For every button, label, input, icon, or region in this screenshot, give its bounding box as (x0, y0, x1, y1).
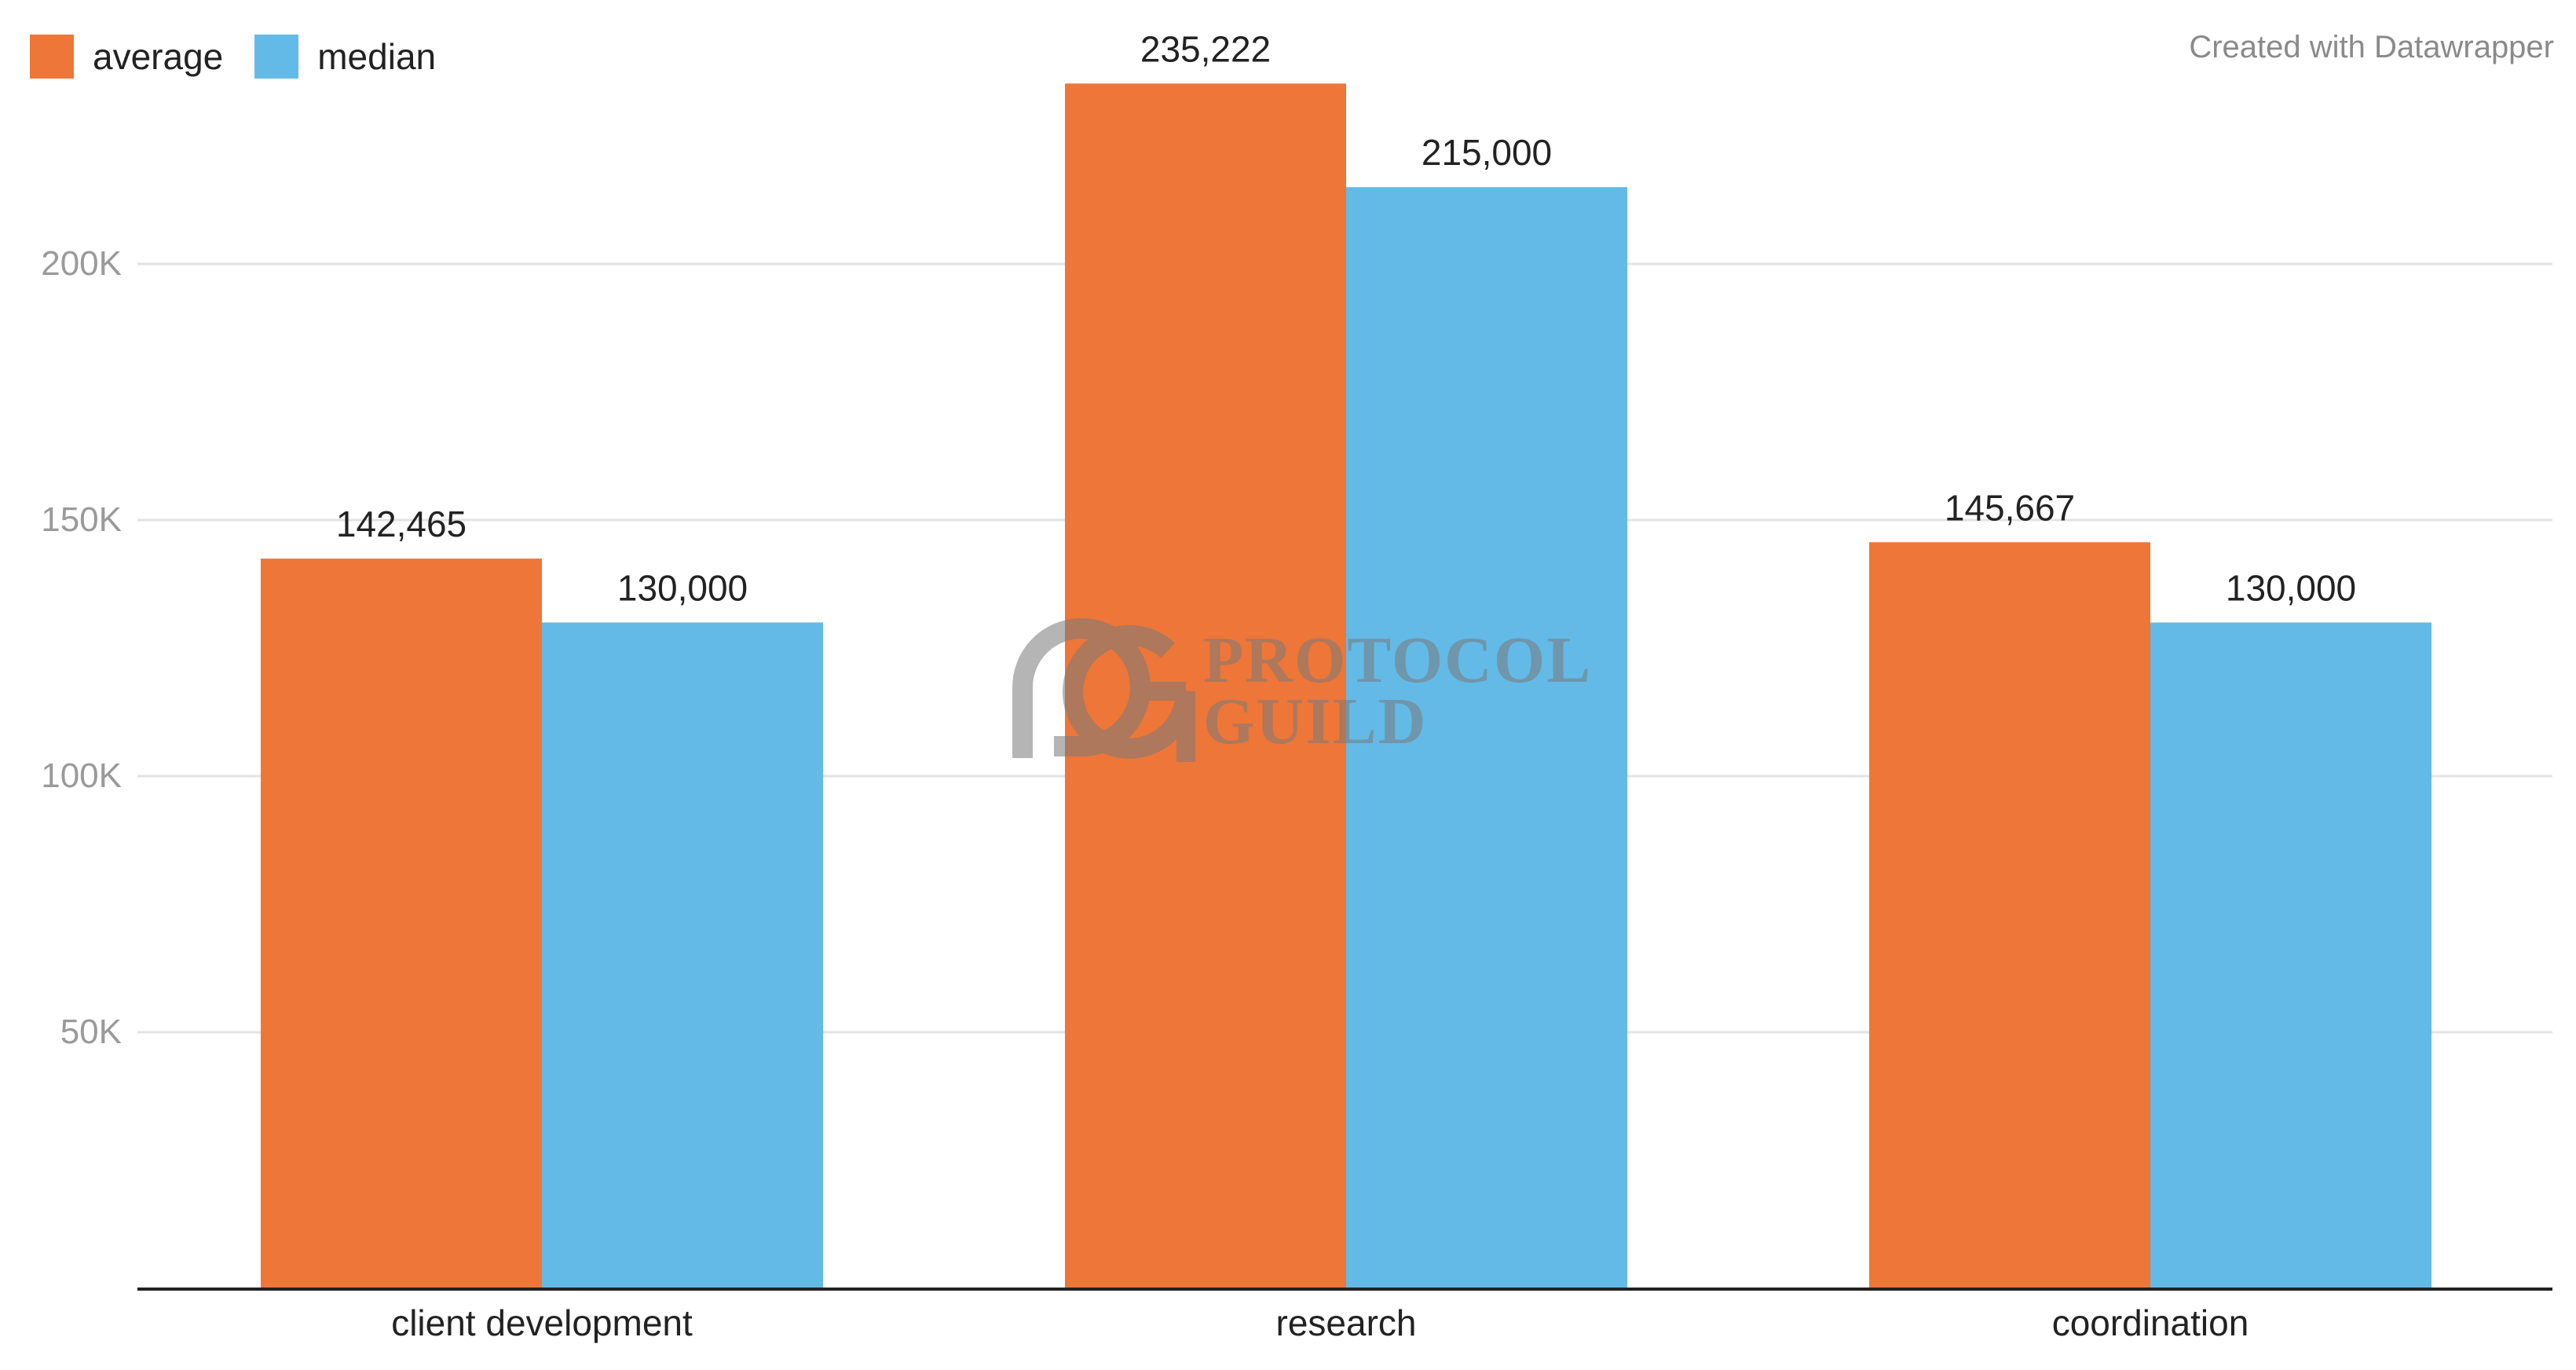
legend-swatch-median (254, 35, 299, 79)
bar-median (2150, 622, 2431, 1288)
legend-item-average: average (30, 35, 223, 79)
y-tick-label: 100K (41, 756, 122, 795)
y-tick-label: 150K (41, 500, 122, 539)
bar-value-label: 130,000 (617, 567, 748, 608)
protocol-guild-watermark: PROTOCOL GUILD (1007, 613, 1592, 770)
bar-value-label: 145,667 (1945, 487, 2075, 528)
bar-value-label: 130,000 (2226, 567, 2356, 608)
bar-average (1869, 542, 2150, 1288)
x-category-label: client development (391, 1302, 693, 1343)
x-category-label: research (1276, 1302, 1417, 1343)
legend-label-average: average (93, 36, 224, 77)
legend-swatch-average (30, 35, 74, 79)
legend: average median (30, 35, 467, 79)
legend-item-median: median (254, 35, 436, 79)
protocol-guild-logo-icon (1012, 618, 1195, 762)
bar-average (1065, 83, 1346, 1289)
bar-value-label: 142,465 (336, 504, 467, 544)
x-category-label: coordination (2052, 1302, 2249, 1343)
watermark-text-line1: PROTOCOL (1203, 624, 1593, 697)
y-tick-label: 50K (60, 1013, 122, 1051)
y-tick-label: 200K (41, 244, 122, 283)
bar-average (261, 559, 542, 1288)
bar-value-label: 235,222 (1140, 28, 1271, 69)
legend-label-median: median (317, 36, 437, 77)
bar-median (542, 622, 823, 1288)
bar-value-label: 215,000 (1422, 132, 1552, 173)
bar-median (1346, 187, 1627, 1289)
datawrapper-credit[interactable]: Created with Datawrapper (2189, 30, 2554, 64)
watermark-text-line2: GUILD (1203, 685, 1428, 758)
